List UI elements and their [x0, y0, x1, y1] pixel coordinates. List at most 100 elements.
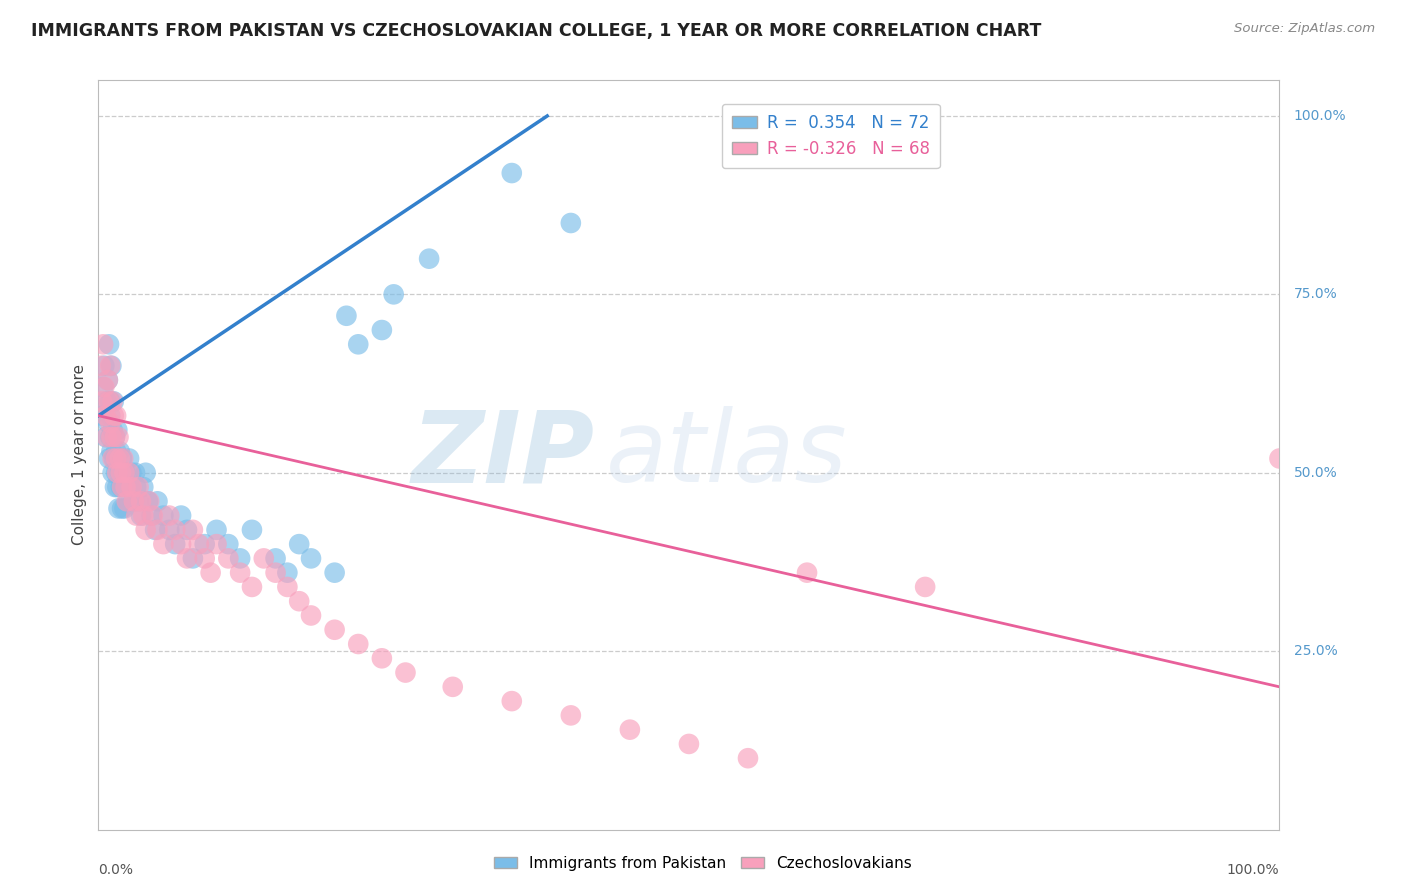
- Point: [299, 551, 322, 566]
- Point: [347, 337, 370, 351]
- Point: [181, 551, 204, 566]
- Point: [146, 523, 169, 537]
- Point: [111, 480, 134, 494]
- Point: [91, 409, 114, 423]
- Point: [110, 480, 132, 494]
- Point: [111, 501, 134, 516]
- Point: [142, 508, 165, 523]
- Point: [103, 451, 125, 466]
- Point: [288, 594, 311, 608]
- Point: [157, 508, 180, 523]
- Point: [118, 451, 141, 466]
- Point: [240, 523, 263, 537]
- Point: [737, 751, 759, 765]
- Point: [122, 494, 145, 508]
- Point: [108, 466, 131, 480]
- Point: [229, 551, 252, 566]
- Y-axis label: College, 1 year or more: College, 1 year or more: [72, 365, 87, 545]
- Point: [93, 380, 115, 394]
- Point: [347, 637, 370, 651]
- Point: [100, 430, 122, 444]
- Point: [501, 694, 523, 708]
- Point: [276, 566, 298, 580]
- Point: [205, 537, 228, 551]
- Text: 100.0%: 100.0%: [1227, 863, 1279, 877]
- Point: [678, 737, 700, 751]
- Point: [264, 566, 287, 580]
- Point: [914, 580, 936, 594]
- Point: [105, 451, 128, 466]
- Point: [105, 480, 128, 494]
- Point: [101, 423, 124, 437]
- Point: [104, 430, 127, 444]
- Point: [371, 323, 394, 337]
- Point: [117, 494, 139, 508]
- Point: [103, 394, 125, 409]
- Point: [217, 537, 239, 551]
- Point: [105, 423, 128, 437]
- Point: [107, 501, 129, 516]
- Point: [187, 537, 209, 551]
- Point: [101, 394, 124, 409]
- Point: [90, 359, 112, 373]
- Point: [105, 444, 128, 458]
- Point: [217, 551, 239, 566]
- Point: [104, 480, 127, 494]
- Point: [138, 494, 160, 508]
- Point: [114, 480, 136, 494]
- Point: [135, 523, 157, 537]
- Point: [146, 494, 169, 508]
- Point: [152, 508, 174, 523]
- Point: [276, 580, 298, 594]
- Text: 50.0%: 50.0%: [1294, 466, 1337, 480]
- Point: [100, 444, 122, 458]
- Point: [114, 466, 136, 480]
- Point: [288, 537, 311, 551]
- Point: [101, 466, 124, 480]
- Point: [108, 444, 131, 458]
- Point: [181, 523, 204, 537]
- Point: [125, 480, 148, 494]
- Point: [501, 166, 523, 180]
- Point: [112, 501, 135, 516]
- Point: [105, 409, 128, 423]
- Point: [253, 551, 276, 566]
- Point: [299, 608, 322, 623]
- Point: [335, 309, 357, 323]
- Point: [796, 566, 818, 580]
- Point: [94, 409, 117, 423]
- Point: [129, 508, 152, 523]
- Point: [132, 480, 155, 494]
- Point: [115, 480, 138, 494]
- Point: [91, 337, 114, 351]
- Point: [118, 466, 141, 480]
- Point: [323, 566, 346, 580]
- Point: [94, 430, 117, 444]
- Point: [170, 537, 193, 551]
- Point: [141, 508, 163, 523]
- Point: [323, 623, 346, 637]
- Point: [125, 508, 148, 523]
- Point: [115, 494, 138, 508]
- Point: [98, 451, 121, 466]
- Point: [240, 580, 263, 594]
- Point: [98, 409, 121, 423]
- Point: [619, 723, 641, 737]
- Text: 75.0%: 75.0%: [1294, 287, 1337, 301]
- Point: [121, 466, 143, 480]
- Point: [107, 430, 129, 444]
- Point: [98, 394, 121, 409]
- Text: 25.0%: 25.0%: [1294, 644, 1337, 658]
- Point: [98, 416, 121, 430]
- Point: [91, 380, 114, 394]
- Point: [121, 480, 143, 494]
- Point: [103, 409, 125, 423]
- Point: [394, 665, 416, 680]
- Point: [98, 359, 121, 373]
- Point: [135, 466, 157, 480]
- Text: 0.0%: 0.0%: [98, 863, 134, 877]
- Point: [176, 523, 198, 537]
- Point: [110, 466, 132, 480]
- Text: ZIP: ZIP: [412, 407, 595, 503]
- Point: [194, 551, 217, 566]
